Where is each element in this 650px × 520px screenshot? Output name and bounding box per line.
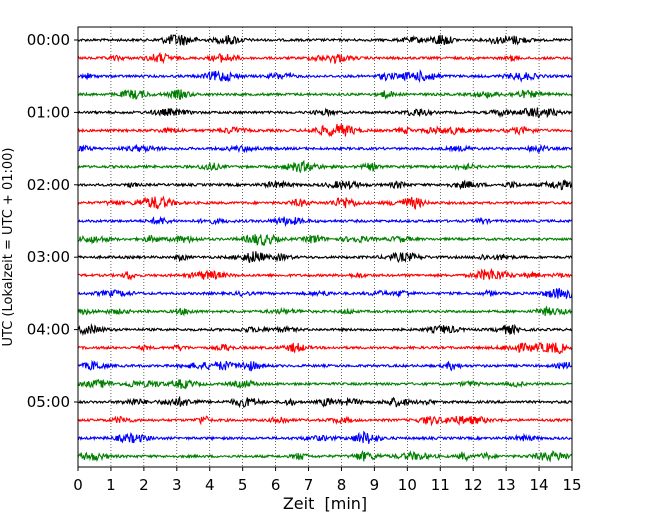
x-axis-ticks: 0 1 2 3 4 5 6 7 8 9 10 11 12 13 14 15 xyxy=(73,467,582,494)
x-tick-label: 11 xyxy=(431,476,450,494)
x-tick-label: 2 xyxy=(139,476,149,494)
y-tick-label: 03:00 xyxy=(27,248,70,266)
x-tick-label: 4 xyxy=(205,476,215,494)
trace-line xyxy=(77,159,573,174)
y-axis-ticks: 00:00 01:00 02:00 03:00 04:00 05:00 xyxy=(27,31,78,411)
seismic-traces xyxy=(77,34,573,463)
x-tick-label: 15 xyxy=(562,476,581,494)
trace-line xyxy=(77,233,573,246)
trace-line xyxy=(77,179,573,191)
trace-line xyxy=(77,287,573,300)
trace-line xyxy=(77,342,573,355)
trace-line xyxy=(77,195,573,211)
trace-line xyxy=(77,215,573,227)
x-tick-label: 13 xyxy=(497,476,516,494)
x-axis-label: Zeit [min] xyxy=(283,494,367,513)
y-tick-label: 05:00 xyxy=(27,393,70,411)
trace-line xyxy=(77,51,573,65)
x-tick-label: 6 xyxy=(271,476,281,494)
trace-line xyxy=(77,123,573,138)
x-tick-label: 12 xyxy=(464,476,483,494)
trace-line xyxy=(77,106,573,119)
trace-line xyxy=(77,143,573,155)
trace-line xyxy=(77,449,573,463)
x-tick-label: 0 xyxy=(73,476,83,494)
plot-frame xyxy=(77,26,573,468)
trace-line xyxy=(77,430,573,444)
x-tick-label: 8 xyxy=(337,476,347,494)
trace-line xyxy=(77,323,573,337)
x-tick-label: 14 xyxy=(530,476,549,494)
x-tick-label: 1 xyxy=(106,476,116,494)
y-tick-label: 01:00 xyxy=(27,103,70,121)
x-tick-label: 7 xyxy=(304,476,314,494)
x-tick-label: 5 xyxy=(238,476,248,494)
x-tick-label: 9 xyxy=(370,476,380,494)
y-tick-label: 00:00 xyxy=(27,31,70,49)
y-tick-label: 04:00 xyxy=(27,321,70,339)
x-tick-label: 10 xyxy=(398,476,417,494)
trace-line xyxy=(77,68,573,84)
trace-line xyxy=(77,305,573,317)
x-tick-label: 3 xyxy=(172,476,182,494)
trace-line xyxy=(77,378,573,390)
y-axis-label: UTC (Lokalzeit = UTC + 01:00) xyxy=(1,148,16,347)
grid-lines xyxy=(110,27,540,467)
trace-line xyxy=(77,359,573,373)
y-tick-label: 02:00 xyxy=(27,176,70,194)
trace-line xyxy=(77,89,573,100)
trace-line xyxy=(77,34,573,46)
trace-line xyxy=(77,395,573,409)
trace-line xyxy=(77,415,573,427)
trace-line xyxy=(77,267,573,281)
trace-line xyxy=(77,251,573,264)
